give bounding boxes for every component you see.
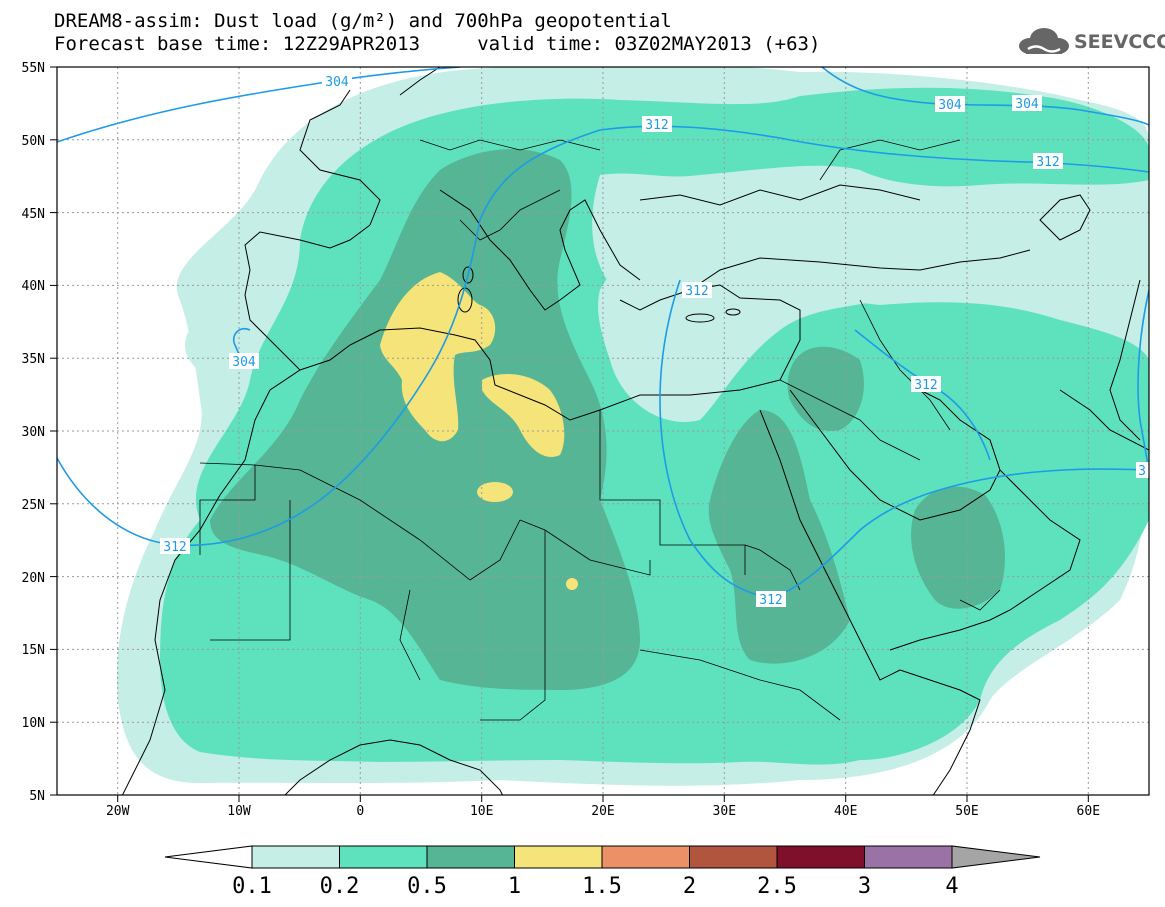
dust-level-0.5 <box>708 410 850 664</box>
color-bar-box <box>776 845 865 869</box>
contour-label: 312 <box>160 538 190 555</box>
dust-level-0.1 <box>640 178 1149 302</box>
svg-text:304: 304 <box>1015 97 1039 112</box>
svg-text:312: 312 <box>759 593 782 608</box>
color-bar-tick-label: 2.5 <box>757 874 797 899</box>
svg-text:304: 304 <box>232 355 256 370</box>
lat-label: 45N <box>22 207 45 222</box>
contour-label: 304 <box>229 353 259 370</box>
lat-label: 5N <box>29 789 45 804</box>
color-bar-tick-label: 3 <box>858 874 871 899</box>
color-bar-tick-label: 1 <box>508 874 521 899</box>
lon-labels: 20W 10W 0 10E 20E 30E 40E 50E 60E <box>106 804 1100 819</box>
dust-level-0.5 <box>787 346 864 431</box>
svg-text:312: 312 <box>163 540 186 555</box>
color-bar-tick-label: 2 <box>683 874 696 899</box>
logo-text: SEEVCCC <box>1074 31 1165 53</box>
svg-text:3: 3 <box>1138 464 1146 479</box>
graticule <box>57 67 1149 795</box>
dust-level-1 <box>477 482 513 502</box>
svg-text:312: 312 <box>645 118 668 133</box>
contour-label: 312 <box>1033 153 1063 170</box>
color-bar-arrow-low <box>164 845 253 869</box>
lat-label: 20N <box>22 571 45 586</box>
lon-label: 10W <box>227 804 251 819</box>
color-bar-tick-label: 0.5 <box>407 874 447 899</box>
svg-text:304: 304 <box>325 75 349 90</box>
color-bar-box <box>339 845 428 869</box>
svg-text:304: 304 <box>938 98 962 113</box>
color-bar-arrow-high <box>951 845 1041 869</box>
contour-label: 304 <box>322 73 352 90</box>
lat-label: 15N <box>22 643 45 658</box>
color-bar-tick-label: 4 <box>945 874 958 899</box>
coastlines <box>121 67 1149 795</box>
lat-label: 50N <box>22 134 45 149</box>
dust-level-1 <box>482 374 565 458</box>
lon-label: 30E <box>713 804 736 819</box>
lon-ticks <box>117 795 1089 802</box>
lat-label: 10N <box>22 716 45 731</box>
color-bar-box <box>426 845 515 869</box>
color-bar: 0.1 0.2 0.5 1 1.5 2 2.5 3 4 <box>164 845 1041 899</box>
lon-label: 50E <box>955 804 978 819</box>
dust-level-1 <box>566 578 578 590</box>
contour-label: 312 <box>682 282 712 299</box>
lon-label: 10E <box>470 804 493 819</box>
lat-label: 25N <box>22 498 45 513</box>
map-title: DREAM8-assim: Dust load (g/m²) and 700hP… <box>54 10 672 32</box>
svg-text:312: 312 <box>1036 155 1059 170</box>
geopotential-contours <box>57 67 1149 599</box>
color-bar-tick-label: 0.2 <box>320 874 360 899</box>
cloud-icon <box>1019 28 1069 54</box>
lon-label: 40E <box>834 804 857 819</box>
contour-label: 304 <box>1012 95 1042 112</box>
lon-label: 0 <box>356 804 364 819</box>
dust-level-0.5 <box>911 486 1005 609</box>
color-bar-tick-label: 1.5 <box>582 874 622 899</box>
lat-label: 35N <box>22 352 45 367</box>
svg-text:312: 312 <box>685 284 708 299</box>
color-bar-tick-label: 0.1 <box>232 874 272 899</box>
forecast-times: Forecast base time: 12Z29APR2013 valid t… <box>54 33 821 55</box>
lon-label: 20E <box>591 804 614 819</box>
borders <box>199 139 1001 721</box>
lat-label: 55N <box>22 61 45 76</box>
color-bar-box <box>864 845 953 869</box>
lat-label: 30N <box>22 425 45 440</box>
contour-label: 312 <box>911 376 941 393</box>
lat-labels: 55N 50N 45N 40N 35N 30N 25N 20N 15N 10N … <box>22 61 45 804</box>
contour-label: 304 <box>935 96 965 113</box>
color-bar-box <box>601 845 690 869</box>
lon-label: 60E <box>1077 804 1100 819</box>
color-bar-box <box>514 845 603 869</box>
lat-ticks <box>50 66 57 796</box>
color-bar-box <box>689 845 778 869</box>
seevccc-logo: SEEVCCC <box>1016 22 1165 62</box>
contour-labels: 304 304 304 304 312 312 312 312 312 312 … <box>160 73 1149 608</box>
contour-label: 312 <box>756 591 786 608</box>
lat-label: 40N <box>22 279 45 294</box>
contour-label: 3 <box>1136 462 1149 479</box>
svg-text:312: 312 <box>914 378 937 393</box>
dust-level-0.1 <box>598 237 900 422</box>
color-bar-box <box>251 845 340 869</box>
contour-label: 312 <box>642 116 672 133</box>
lon-label: 20W <box>106 804 130 819</box>
